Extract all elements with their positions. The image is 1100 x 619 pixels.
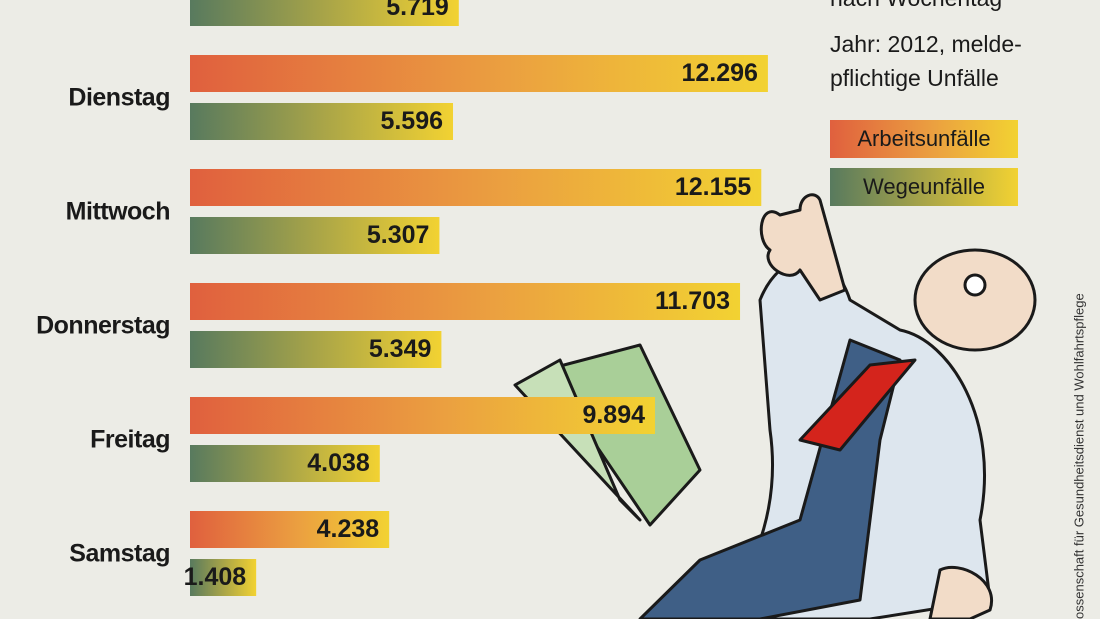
value-label: 1.408 (184, 563, 247, 591)
category-label: Samstag (69, 540, 170, 568)
bar (190, 331, 442, 368)
value-label: 12.155 (675, 173, 752, 201)
cartoon (513, 193, 1037, 619)
category-label: Dienstag (68, 84, 170, 112)
legend-label: Wegeunfälle (863, 174, 985, 199)
category-label: Donnerstag (36, 312, 170, 340)
bar (190, 511, 390, 548)
value-label: 11.703 (655, 287, 730, 315)
bar (190, 217, 440, 254)
category-label: Freitag (90, 426, 170, 454)
bar (190, 103, 454, 140)
legend-label: Arbeitsunfälle (857, 126, 990, 151)
value-label: 5.719 (386, 0, 449, 21)
value-label: 9.894 (582, 401, 645, 429)
category-label: Mittwoch (66, 198, 170, 226)
note-line: pflichtige Unfälle (830, 65, 999, 91)
note-line: Jahr: 2012, melde- (830, 31, 1022, 57)
legend-swatch (830, 168, 1018, 206)
value-label: 4.238 (317, 515, 380, 543)
value-label: 5.596 (380, 107, 443, 135)
value-label: 5.349 (369, 335, 432, 363)
credit: ossenschaft für Gesundheitsdienst und Wo… (1071, 293, 1086, 619)
bar (190, 559, 257, 596)
value-label: 5.307 (367, 221, 430, 249)
value-label: 12.296 (681, 59, 757, 87)
bar (190, 169, 762, 206)
bar (190, 397, 656, 434)
value-label: 4.038 (307, 449, 370, 477)
legend-swatch (830, 120, 1018, 158)
subtitle: nach Wochentag (830, 0, 1002, 11)
bar (190, 283, 741, 320)
bar (190, 55, 768, 92)
bar (190, 0, 459, 26)
bar (190, 445, 380, 482)
